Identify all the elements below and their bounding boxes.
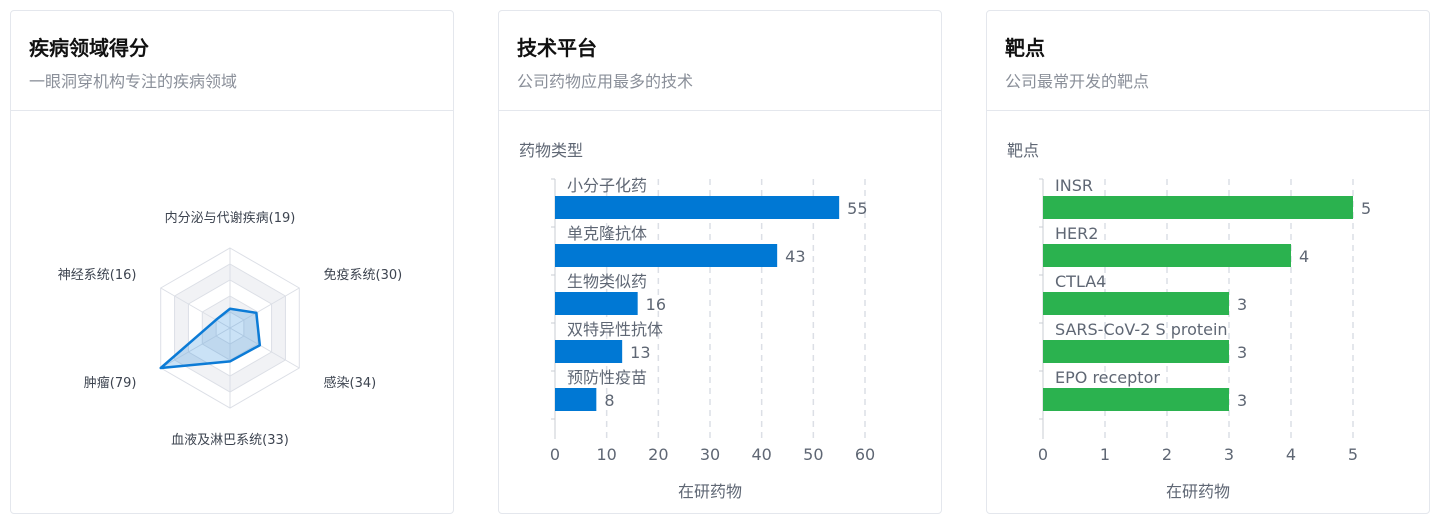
x-tick-label: 40 xyxy=(751,445,771,464)
bar xyxy=(1043,292,1229,315)
card-subtitle: 公司最常开发的靶点 xyxy=(1005,72,1150,91)
category-label: 预防性疫苗 xyxy=(567,368,647,387)
x-tick-label: 50 xyxy=(803,445,823,464)
x-tick-label: 30 xyxy=(700,445,720,464)
radar-indicator-label: 内分泌与代谢疾病(19) xyxy=(165,210,296,226)
radar-indicator-label: 血液及淋巴系统(33) xyxy=(171,433,289,448)
disease-area-card: 疾病领域得分 一眼洞穿机构专注的疾病领域 内分泌与代谢疾病(19) 免疫系统(30… xyxy=(10,10,454,514)
radar-indicator-label: 肿瘤(79) xyxy=(84,375,137,391)
bar xyxy=(555,388,597,411)
category-label: 小分子化药 xyxy=(567,176,647,195)
data-label: 4 xyxy=(1299,247,1309,266)
radar-indicator-label: 感染(34) xyxy=(324,375,377,391)
category-label: 单克隆抗体 xyxy=(567,224,647,243)
x-tick-label: 1 xyxy=(1100,445,1110,464)
bar xyxy=(555,244,778,267)
card-title: 疾病领域得分 xyxy=(29,36,149,60)
bar xyxy=(1043,340,1229,363)
bar xyxy=(555,196,840,219)
data-label: 5 xyxy=(1361,199,1371,218)
x-tick-label: 0 xyxy=(1038,445,1048,464)
x-axis-title: 在研药物 xyxy=(1166,482,1230,501)
category-label: CTLA4 xyxy=(1055,272,1106,291)
category-label: EPO receptor xyxy=(1055,368,1160,387)
target-chart-area: 靶点 INSR 5 HER2 4 CTLA4 3 SARS-CoV-2 S protein 3 E… xyxy=(987,111,1429,513)
card-title: 靶点 xyxy=(1005,36,1045,60)
y-axis-title: 靶点 xyxy=(1007,141,1039,160)
data-label: 3 xyxy=(1237,343,1247,362)
data-label: 3 xyxy=(1237,391,1247,410)
drug-type-chart-area: 药物类型小分子化药 55 单克隆抗体 43 生物类似药 16 双特异性抗体 13 预防性疫苗 8 0… xyxy=(499,111,941,513)
bar xyxy=(1043,388,1229,411)
radar-series-area xyxy=(159,307,262,370)
x-tick-label: 10 xyxy=(596,445,616,464)
bar xyxy=(555,292,638,315)
data-label: 8 xyxy=(604,391,614,410)
bar xyxy=(1043,244,1291,267)
x-axis-title: 在研药物 xyxy=(678,482,742,501)
radar-chart: 内分泌与代谢疾病(19) 免疫系统(30) 感染(34) 血液及淋巴系统(33) 肿瘤(… xyxy=(58,210,403,448)
y-axis-title: 药物类型 xyxy=(519,141,583,160)
category-label: INSR xyxy=(1055,176,1093,195)
data-label: 16 xyxy=(646,295,666,314)
radar-axis-line xyxy=(229,327,300,369)
card-subtitle: 一眼洞穿机构专注的疾病领域 xyxy=(29,72,238,91)
category-label: 双特异性抗体 xyxy=(567,320,663,339)
data-label: 13 xyxy=(630,343,650,362)
card-header: 疾病领域得分 一眼洞穿机构专注的疾病领域 xyxy=(11,11,453,111)
target-bar-chart: 靶点 INSR 5 HER2 4 CTLA4 3 SARS-CoV-2 S protein 3 E… xyxy=(1007,141,1371,501)
target-card: 靶点 公司最常开发的靶点 靶点 INSR 5 HER2 4 CTLA4 3 SARS-CoV-… xyxy=(986,10,1430,514)
tech-platform-card: 技术平台 公司药物应用最多的技术 药物类型小分子化药 55 单克隆抗体 43 生物类似药… xyxy=(498,10,942,514)
x-tick-label: 0 xyxy=(550,445,560,464)
data-label: 43 xyxy=(785,247,805,266)
bar xyxy=(555,340,623,363)
radar-indicator-label: 神经系统(16) xyxy=(58,268,137,283)
card-header: 技术平台 公司药物应用最多的技术 xyxy=(499,11,941,111)
x-tick-label: 2 xyxy=(1162,445,1172,464)
card-title: 技术平台 xyxy=(517,36,597,60)
data-label: 55 xyxy=(847,199,867,218)
x-tick-label: 3 xyxy=(1224,445,1234,464)
radar-axis-line xyxy=(160,327,231,369)
card-header: 靶点 公司最常开发的靶点 xyxy=(987,11,1429,111)
data-label: 3 xyxy=(1237,295,1247,314)
card-subtitle: 公司药物应用最多的技术 xyxy=(517,72,694,91)
x-tick-label: 60 xyxy=(855,445,875,464)
x-tick-label: 5 xyxy=(1348,445,1358,464)
radar-axis-line xyxy=(160,287,231,329)
radar-chart-area: 内分泌与代谢疾病(19) 免疫系统(30) 感染(34) 血液及淋巴系统(33) 肿瘤(… xyxy=(11,111,453,513)
x-tick-label: 20 xyxy=(648,445,668,464)
radar-indicator-label: 免疫系统(30) xyxy=(324,267,403,283)
x-tick-label: 4 xyxy=(1286,445,1296,464)
bar xyxy=(1043,196,1353,219)
category-label: HER2 xyxy=(1055,224,1098,243)
category-label: SARS-CoV-2 S protein xyxy=(1055,320,1228,339)
category-label: 生物类似药 xyxy=(567,272,647,291)
radar-axis-line xyxy=(229,287,300,329)
